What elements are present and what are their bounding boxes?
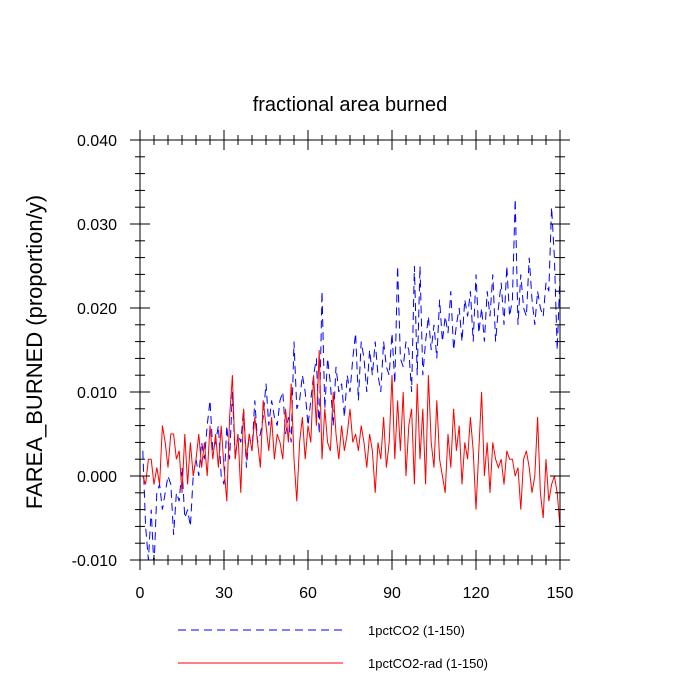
x-tick-label: 150	[547, 585, 574, 602]
series-line-2	[142, 349, 560, 527]
y-tick-label: 0.010	[77, 385, 117, 402]
y-tick-label: 0.030	[77, 217, 117, 234]
legend-label-1: 1pctCO2 (1-150)	[368, 623, 465, 638]
legend-label-2: 1pctCO2-rad (1-150)	[368, 656, 488, 671]
x-tick-label: 30	[215, 585, 233, 602]
y-tick-label: 0.040	[77, 133, 117, 150]
x-tick-label: 60	[299, 585, 317, 602]
x-tick-label: 0	[136, 585, 145, 602]
plot-frame	[139, 139, 561, 561]
y-tick-label: 0.000	[77, 469, 117, 486]
y-tick-label: -0.010	[72, 553, 117, 570]
y-axis-label: FAREA_BURNED (proportion/y)	[22, 195, 47, 509]
x-tick-label: 120	[463, 585, 490, 602]
plot-area: 0 30 60 90 120 150 -0.010 0.000 0.010 0.020 0.030 0…	[72, 130, 574, 602]
series-line-1	[142, 198, 560, 560]
x-tick-label: 90	[383, 585, 401, 602]
chart-title: fractional area burned	[253, 94, 448, 116]
y-tick-label: 0.020	[77, 301, 117, 318]
legend: 1pctCO2 (1-150) 1pctCO2-rad (1-150)	[178, 623, 488, 671]
